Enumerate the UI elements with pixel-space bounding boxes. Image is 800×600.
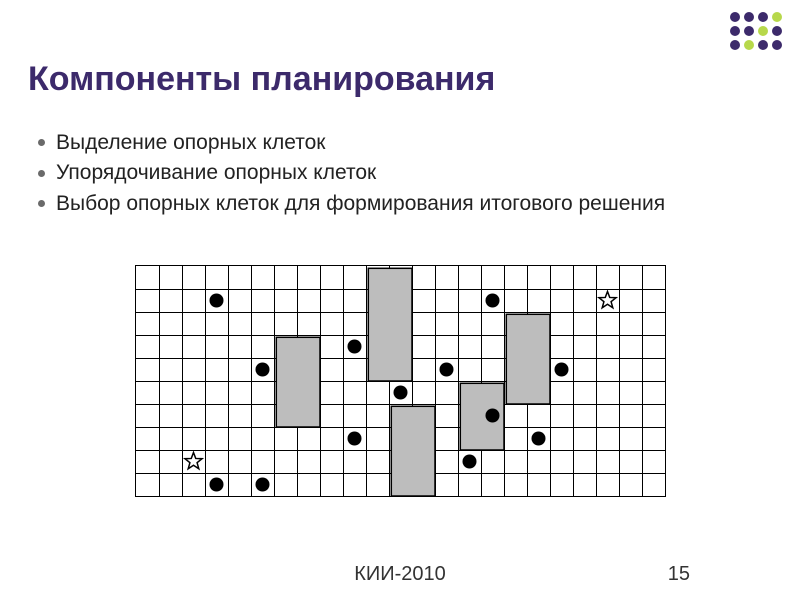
grid-dot bbox=[394, 386, 408, 400]
grid-dot bbox=[348, 432, 362, 446]
grid-dot bbox=[555, 363, 569, 377]
slide: Компоненты планирования Выделение опорны… bbox=[0, 0, 800, 600]
grid-dot bbox=[486, 294, 500, 308]
grid-dot bbox=[348, 340, 362, 354]
list-item: Выделение опорных клеток bbox=[34, 130, 770, 156]
grid-dot bbox=[210, 478, 224, 492]
list-item: Выбор опорных клеток для формирования ит… bbox=[34, 191, 770, 217]
bullet-list: Выделение опорных клеток Упорядочивание … bbox=[34, 130, 770, 221]
bullet-ul: Выделение опорных клеток Упорядочивание … bbox=[34, 130, 770, 217]
grid-dot bbox=[440, 363, 454, 377]
decor-dot bbox=[758, 26, 768, 36]
grid-obstacle bbox=[391, 406, 435, 496]
decor-dot bbox=[772, 12, 782, 22]
page-title: Компоненты планирования bbox=[28, 60, 495, 99]
grid-dot bbox=[486, 409, 500, 423]
decor-dot bbox=[758, 40, 768, 50]
decor-dot bbox=[730, 40, 740, 50]
list-item: Упорядочивание опорных клеток bbox=[34, 160, 770, 186]
grid-dot bbox=[532, 432, 546, 446]
grid-obstacle bbox=[506, 314, 550, 404]
decor-dot bbox=[744, 12, 754, 22]
grid-obstacle bbox=[276, 337, 320, 427]
grid-diagram bbox=[135, 265, 666, 497]
grid-obstacle bbox=[368, 268, 412, 381]
grid-dot bbox=[256, 363, 270, 377]
grid-star-icon bbox=[599, 292, 616, 308]
decor-dot bbox=[730, 26, 740, 36]
decor-dot bbox=[772, 26, 782, 36]
grid-dot bbox=[210, 294, 224, 308]
decor-dot bbox=[744, 26, 754, 36]
corner-decor bbox=[730, 12, 782, 52]
decor-dot bbox=[758, 12, 768, 22]
footer-page-number: 15 bbox=[668, 563, 690, 586]
footer-label: КИИ-2010 bbox=[354, 563, 446, 586]
grid-dot bbox=[256, 478, 270, 492]
grid-star-icon bbox=[185, 453, 202, 469]
decor-dot bbox=[730, 12, 740, 22]
decor-dot bbox=[772, 40, 782, 50]
decor-dot bbox=[744, 40, 754, 50]
grid-dot bbox=[463, 455, 477, 469]
